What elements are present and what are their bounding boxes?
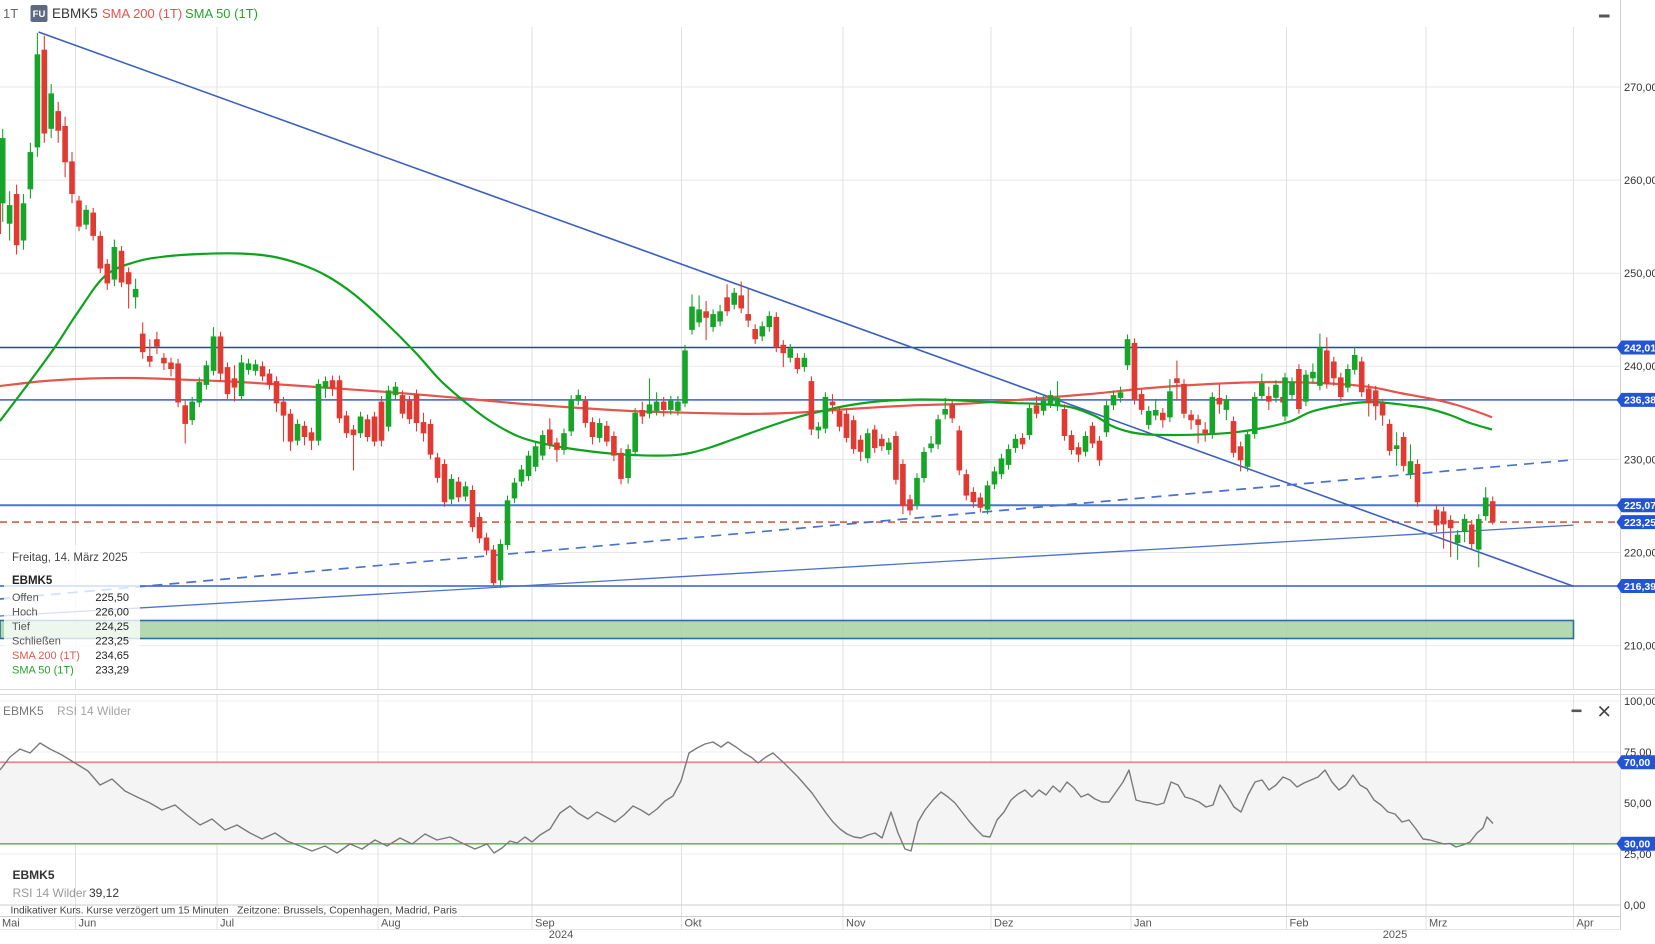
svg-text:EBMK5: EBMK5 bbox=[3, 704, 44, 718]
svg-text:210,00: 210,00 bbox=[1624, 641, 1655, 653]
svg-text:Indikativer Kurs. Kurse verzög: Indikativer Kurs. Kurse verzögert um 15 … bbox=[11, 906, 229, 917]
svg-text:100,00: 100,00 bbox=[1624, 696, 1655, 708]
svg-text:220,00: 220,00 bbox=[1624, 547, 1655, 559]
svg-text:FU: FU bbox=[33, 9, 46, 20]
svg-text:Feb: Feb bbox=[1290, 918, 1309, 930]
svg-text:EBMK5: EBMK5 bbox=[52, 6, 98, 21]
svg-text:25,00: 25,00 bbox=[1624, 849, 1652, 861]
svg-text:2024: 2024 bbox=[549, 929, 573, 939]
svg-text:Tief: Tief bbox=[12, 621, 31, 633]
svg-text:Jun: Jun bbox=[79, 918, 97, 930]
svg-text:EBMK5: EBMK5 bbox=[13, 868, 55, 882]
svg-text:236,38: 236,38 bbox=[1624, 395, 1655, 407]
svg-text:230,00: 230,00 bbox=[1624, 454, 1655, 466]
svg-text:0,00: 0,00 bbox=[1624, 900, 1645, 912]
svg-text:1T: 1T bbox=[3, 6, 18, 21]
svg-text:226,00: 226,00 bbox=[95, 607, 129, 619]
svg-text:2025: 2025 bbox=[1383, 929, 1407, 939]
svg-text:Okt: Okt bbox=[685, 918, 702, 930]
svg-text:SMA 200 (1T): SMA 200 (1T) bbox=[12, 650, 80, 662]
svg-text:Nov: Nov bbox=[846, 918, 866, 930]
svg-text:Offen: Offen bbox=[12, 592, 39, 604]
svg-text:Hoch: Hoch bbox=[12, 607, 38, 619]
svg-text:Zeitzone: Brussels, Copenhagen: Zeitzone: Brussels, Copenhagen, Madrid, … bbox=[237, 905, 457, 917]
svg-text:223,25: 223,25 bbox=[95, 636, 129, 648]
svg-text:RSI 14 Wilder: RSI 14 Wilder bbox=[57, 704, 131, 718]
svg-text:250,00: 250,00 bbox=[1624, 268, 1655, 280]
svg-text:Jul: Jul bbox=[220, 918, 234, 930]
svg-text:Dez: Dez bbox=[994, 918, 1014, 930]
svg-text:50,00: 50,00 bbox=[1624, 798, 1652, 810]
svg-text:242,01: 242,01 bbox=[1624, 342, 1655, 354]
svg-text:Sep: Sep bbox=[535, 918, 555, 930]
svg-text:Jan: Jan bbox=[1134, 918, 1152, 930]
svg-text:260,00: 260,00 bbox=[1624, 175, 1655, 187]
svg-text:240,00: 240,00 bbox=[1624, 361, 1655, 373]
svg-text:216,39: 216,39 bbox=[1624, 581, 1655, 593]
svg-text:Schließen: Schließen bbox=[12, 636, 61, 648]
svg-text:70,00: 70,00 bbox=[1624, 757, 1650, 769]
svg-text:Aug: Aug bbox=[381, 918, 401, 930]
svg-text:233,29: 233,29 bbox=[95, 665, 129, 677]
svg-text:234,65: 234,65 bbox=[95, 650, 129, 662]
svg-text:225,07: 225,07 bbox=[1624, 500, 1655, 512]
svg-text:270,00: 270,00 bbox=[1624, 82, 1655, 94]
svg-text:Mai: Mai bbox=[2, 918, 20, 930]
svg-text:224,25: 224,25 bbox=[95, 621, 129, 633]
svg-text:RSI 14 Wilder: RSI 14 Wilder bbox=[13, 886, 87, 900]
svg-text:SMA 50 (1T): SMA 50 (1T) bbox=[12, 665, 74, 677]
svg-text:SMA 50 (1T): SMA 50 (1T) bbox=[185, 6, 258, 21]
svg-text:225,50: 225,50 bbox=[95, 592, 129, 604]
svg-text:Apr: Apr bbox=[1577, 918, 1594, 930]
svg-text:223,25: 223,25 bbox=[1624, 517, 1655, 529]
svg-text:SMA 200 (1T): SMA 200 (1T) bbox=[102, 6, 182, 21]
svg-text:EBMK5: EBMK5 bbox=[12, 575, 53, 587]
svg-text:39,12: 39,12 bbox=[89, 886, 119, 900]
svg-text:Freitag, 14. März 2025: Freitag, 14. März 2025 bbox=[12, 552, 128, 564]
svg-text:Mrz: Mrz bbox=[1429, 918, 1447, 930]
svg-text:30,00: 30,00 bbox=[1624, 839, 1650, 851]
